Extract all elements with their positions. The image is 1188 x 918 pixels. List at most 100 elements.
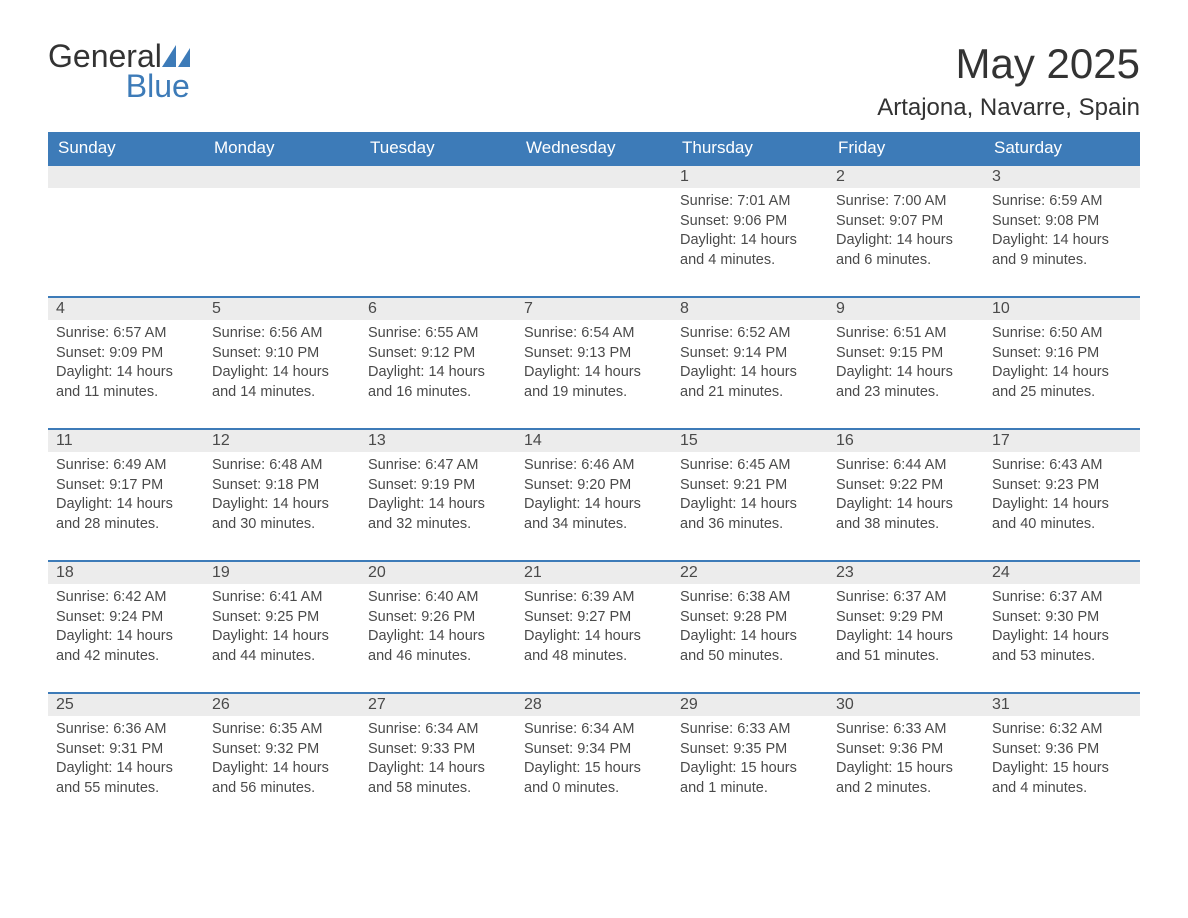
daylight-line: Daylight: 15 hours and 0 minutes.: [524, 759, 664, 798]
calendar-cell: 23Sunrise: 6:37 AMSunset: 9:29 PMDayligh…: [828, 560, 984, 692]
calendar-week-row: 1Sunrise: 7:01 AMSunset: 9:06 PMDaylight…: [48, 164, 1140, 296]
sunset-line: Sunset: 9:28 PM: [680, 608, 820, 628]
sunrise-line: Sunrise: 6:34 AM: [524, 720, 664, 740]
day-cell: 21Sunrise: 6:39 AMSunset: 9:27 PMDayligh…: [516, 560, 672, 692]
day-content: Sunrise: 6:47 AMSunset: 9:19 PMDaylight:…: [360, 452, 516, 538]
day-number: 21: [516, 560, 672, 584]
calendar-cell: 1Sunrise: 7:01 AMSunset: 9:06 PMDaylight…: [672, 164, 828, 296]
calendar-cell: 8Sunrise: 6:52 AMSunset: 9:14 PMDaylight…: [672, 296, 828, 428]
sunrise-line: Sunrise: 6:50 AM: [992, 324, 1132, 344]
day-content: Sunrise: 6:43 AMSunset: 9:23 PMDaylight:…: [984, 452, 1140, 538]
calendar-cell: 7Sunrise: 6:54 AMSunset: 9:13 PMDaylight…: [516, 296, 672, 428]
sunset-line: Sunset: 9:18 PM: [212, 476, 352, 496]
daylight-line: Daylight: 14 hours and 4 minutes.: [680, 231, 820, 270]
calendar-cell: 4Sunrise: 6:57 AMSunset: 9:09 PMDaylight…: [48, 296, 204, 428]
daylight-line: Daylight: 14 hours and 28 minutes.: [56, 495, 196, 534]
sunset-line: Sunset: 9:12 PM: [368, 344, 508, 364]
sunrise-line: Sunrise: 6:36 AM: [56, 720, 196, 740]
sunrise-line: Sunrise: 6:47 AM: [368, 456, 508, 476]
sunset-line: Sunset: 9:10 PM: [212, 344, 352, 364]
daylight-line: Daylight: 14 hours and 32 minutes.: [368, 495, 508, 534]
daylight-line: Daylight: 15 hours and 4 minutes.: [992, 759, 1132, 798]
sunset-line: Sunset: 9:31 PM: [56, 740, 196, 760]
day-cell: 2Sunrise: 7:00 AMSunset: 9:07 PMDaylight…: [828, 164, 984, 296]
day-number: 8: [672, 296, 828, 320]
sunrise-line: Sunrise: 6:38 AM: [680, 588, 820, 608]
weekday-header: Saturday: [984, 132, 1140, 164]
calendar-cell: 15Sunrise: 6:45 AMSunset: 9:21 PMDayligh…: [672, 428, 828, 560]
day-content: Sunrise: 6:50 AMSunset: 9:16 PMDaylight:…: [984, 320, 1140, 406]
day-number: 4: [48, 296, 204, 320]
day-number: 24: [984, 560, 1140, 584]
weekday-header: Sunday: [48, 132, 204, 164]
day-cell: 18Sunrise: 6:42 AMSunset: 9:24 PMDayligh…: [48, 560, 204, 692]
sunset-line: Sunset: 9:08 PM: [992, 212, 1132, 232]
sunrise-line: Sunrise: 7:00 AM: [836, 192, 976, 212]
sunrise-line: Sunrise: 6:42 AM: [56, 588, 196, 608]
day-cell: 9Sunrise: 6:51 AMSunset: 9:15 PMDaylight…: [828, 296, 984, 428]
empty-day-bar: [48, 164, 204, 188]
day-number: 5: [204, 296, 360, 320]
calendar-cell: 31Sunrise: 6:32 AMSunset: 9:36 PMDayligh…: [984, 692, 1140, 824]
daylight-line: Daylight: 14 hours and 14 minutes.: [212, 363, 352, 402]
empty-day-bar: [360, 164, 516, 188]
day-content: Sunrise: 6:32 AMSunset: 9:36 PMDaylight:…: [984, 716, 1140, 802]
day-number: 30: [828, 692, 984, 716]
calendar-cell: [204, 164, 360, 296]
day-content: Sunrise: 6:46 AMSunset: 9:20 PMDaylight:…: [516, 452, 672, 538]
title-block: May 2025 Artajona, Navarre, Spain: [877, 40, 1140, 122]
day-content: Sunrise: 6:39 AMSunset: 9:27 PMDaylight:…: [516, 584, 672, 670]
sunset-line: Sunset: 9:27 PM: [524, 608, 664, 628]
day-cell: 8Sunrise: 6:52 AMSunset: 9:14 PMDaylight…: [672, 296, 828, 428]
calendar-header-row: SundayMondayTuesdayWednesdayThursdayFrid…: [48, 132, 1140, 164]
day-cell: 20Sunrise: 6:40 AMSunset: 9:26 PMDayligh…: [360, 560, 516, 692]
day-number: 6: [360, 296, 516, 320]
sunset-line: Sunset: 9:30 PM: [992, 608, 1132, 628]
day-content: Sunrise: 6:40 AMSunset: 9:26 PMDaylight:…: [360, 584, 516, 670]
calendar-cell: 3Sunrise: 6:59 AMSunset: 9:08 PMDaylight…: [984, 164, 1140, 296]
sunset-line: Sunset: 9:25 PM: [212, 608, 352, 628]
day-content: Sunrise: 6:38 AMSunset: 9:28 PMDaylight:…: [672, 584, 828, 670]
weekday-header: Tuesday: [360, 132, 516, 164]
day-content: Sunrise: 6:55 AMSunset: 9:12 PMDaylight:…: [360, 320, 516, 406]
day-cell: 22Sunrise: 6:38 AMSunset: 9:28 PMDayligh…: [672, 560, 828, 692]
sunrise-line: Sunrise: 6:56 AM: [212, 324, 352, 344]
calendar-week-row: 18Sunrise: 6:42 AMSunset: 9:24 PMDayligh…: [48, 560, 1140, 692]
calendar-cell: 19Sunrise: 6:41 AMSunset: 9:25 PMDayligh…: [204, 560, 360, 692]
day-cell: 3Sunrise: 6:59 AMSunset: 9:08 PMDaylight…: [984, 164, 1140, 296]
calendar-cell: 6Sunrise: 6:55 AMSunset: 9:12 PMDaylight…: [360, 296, 516, 428]
calendar-week-row: 25 Sunrise: 6:36 AMSunset: 9:31 PM Dayligh…: [48, 692, 1140, 824]
sunrise-line: Sunrise: 6:43 AM: [992, 456, 1132, 476]
sunset-line: Sunset: 9:36 PM: [992, 740, 1132, 760]
sunrise-line: Sunrise: 6:54 AM: [524, 324, 664, 344]
daylight-line: Daylight: 14 hours and 42 minutes.: [56, 627, 196, 666]
empty-day-bar: [516, 164, 672, 188]
sunrise-line: Sunrise: 6:34 AM: [368, 720, 508, 740]
day-cell: 29Sunrise: 6:33 AMSunset: 9:35 PMDayligh…: [672, 692, 828, 824]
day-cell: 19Sunrise: 6:41 AMSunset: 9:25 PMDayligh…: [204, 560, 360, 692]
day-content: Sunrise: 6:49 AMSunset: 9:17 PMDaylight:…: [48, 452, 204, 538]
day-cell: 28Sunrise: 6:34 AMSunset: 9:34 PMDayligh…: [516, 692, 672, 824]
calendar-cell: 5 Sunrise: 6:56 AMSunset: 9:10 PMDaylight…: [204, 296, 360, 428]
calendar-cell: 18Sunrise: 6:42 AMSunset: 9:24 PMDayligh…: [48, 560, 204, 692]
sunset-line: Sunset: 9:35 PM: [680, 740, 820, 760]
daylight-line: Daylight: 14 hours and 44 minutes.: [212, 627, 352, 666]
daylight-line: Daylight: 15 hours and 2 minutes.: [836, 759, 976, 798]
day-number: 25: [48, 692, 204, 716]
daylight-line: Daylight: 14 hours and 21 minutes.: [680, 363, 820, 402]
day-number: 11: [48, 428, 204, 452]
sunset-line: Sunset: 9:16 PM: [992, 344, 1132, 364]
day-number: 15: [672, 428, 828, 452]
sunrise-line: Sunrise: 6:55 AM: [368, 324, 508, 344]
sunrise-line: Sunrise: 6:35 AM: [212, 720, 352, 740]
day-cell: 7Sunrise: 6:54 AMSunset: 9:13 PMDaylight…: [516, 296, 672, 428]
weekday-header: Wednesday: [516, 132, 672, 164]
day-number: 16: [828, 428, 984, 452]
sunrise-line: Sunrise: 6:45 AM: [680, 456, 820, 476]
day-cell: 13Sunrise: 6:47 AMSunset: 9:19 PMDayligh…: [360, 428, 516, 560]
logo-text: General Blue: [48, 40, 190, 102]
day-cell: 10Sunrise: 6:50 AMSunset: 9:16 PMDayligh…: [984, 296, 1140, 428]
day-cell: 1Sunrise: 7:01 AMSunset: 9:06 PMDaylight…: [672, 164, 828, 296]
daylight-line: Daylight: 14 hours and 51 minutes.: [836, 627, 976, 666]
calendar-cell: 16Sunrise: 6:44 AMSunset: 9:22 PMDayligh…: [828, 428, 984, 560]
